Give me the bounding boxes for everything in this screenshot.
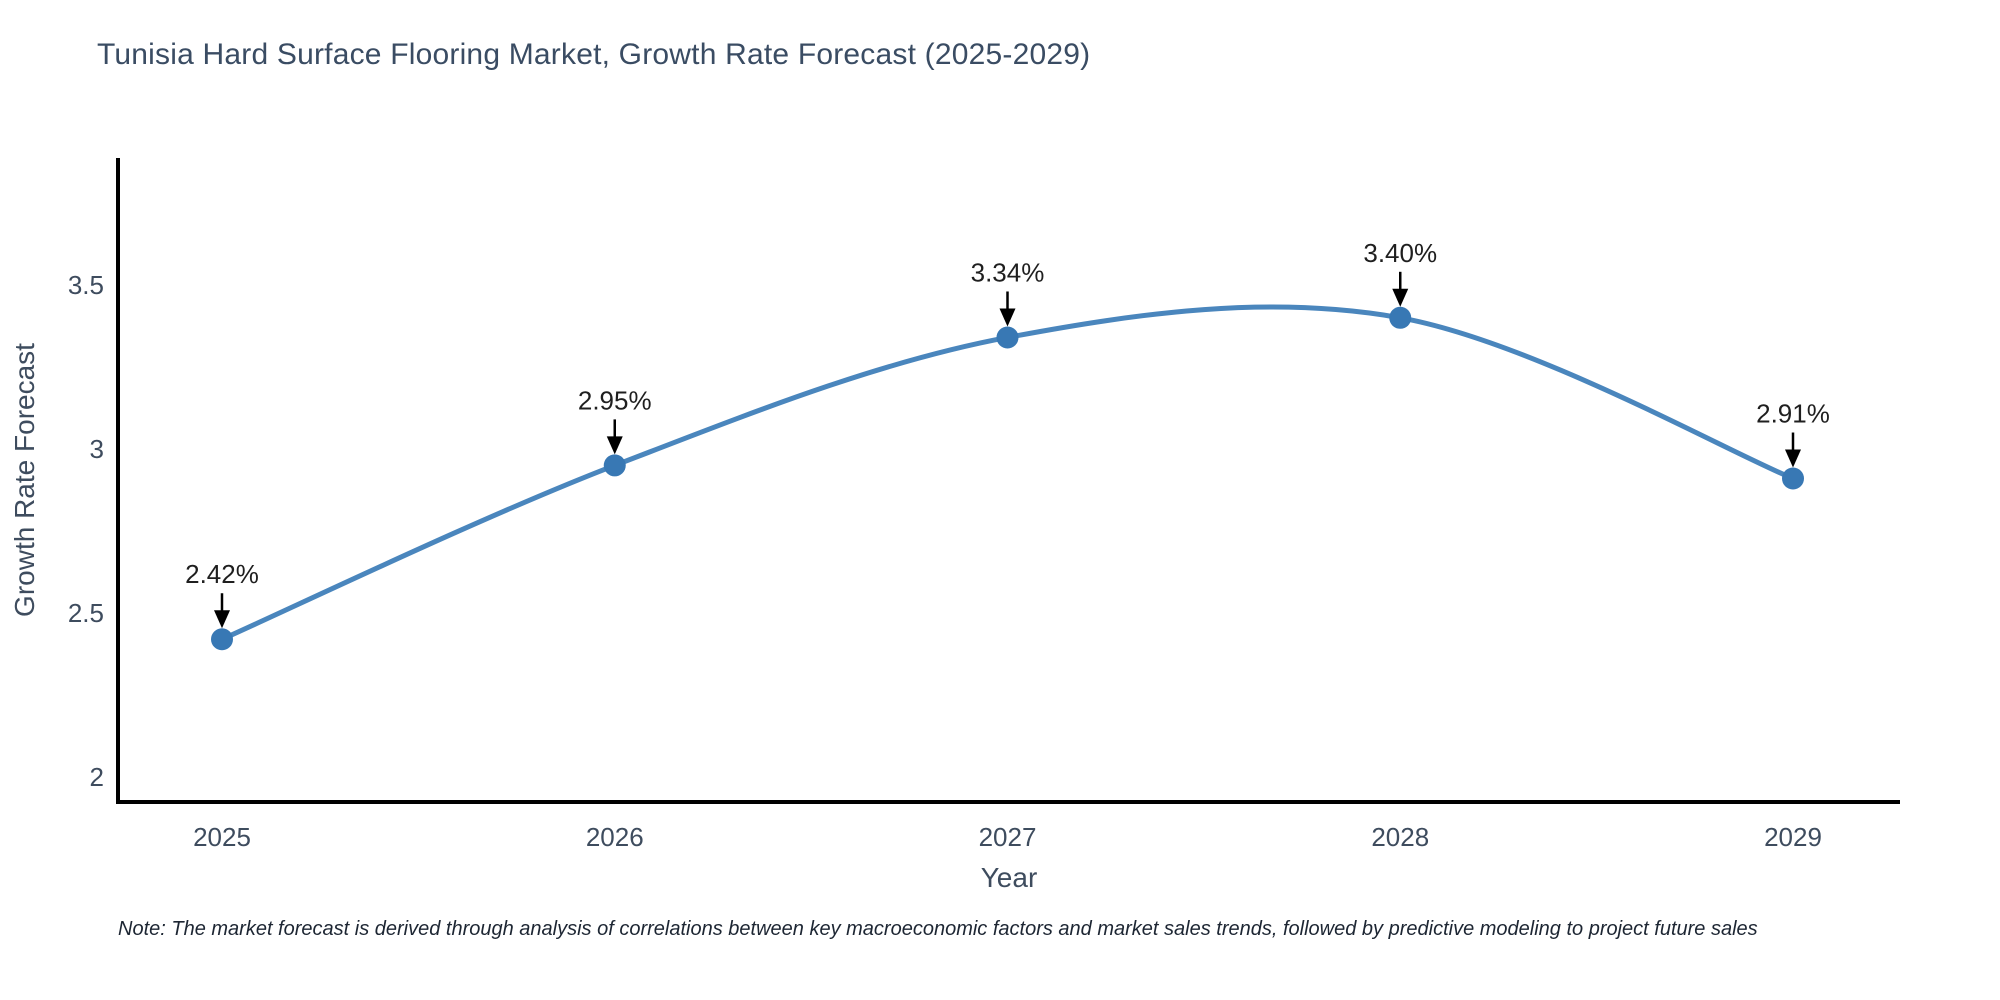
data-point-annotation: 2.91% — [1756, 399, 1830, 429]
x-tick-label: 2028 — [1371, 822, 1429, 852]
x-tick-label: 2026 — [586, 822, 644, 852]
annotation-arrowhead — [606, 436, 623, 455]
annotation-arrowhead — [999, 308, 1016, 327]
chart-footnote: Note: The market forecast is derived thr… — [118, 918, 1758, 940]
line-series — [211, 304, 1804, 651]
x-tick-label: 2025 — [193, 822, 251, 852]
series-line — [219, 304, 1796, 642]
data-point-marker — [211, 628, 233, 651]
annotation-arrowhead — [1785, 449, 1801, 468]
data-point-marker — [1389, 306, 1412, 329]
data-point-annotation: 2.95% — [578, 385, 652, 415]
x-tick-label: 2029 — [1764, 822, 1822, 852]
x-axis-title: Year — [981, 862, 1038, 893]
data-point-annotation: 2.42% — [185, 559, 259, 589]
y-tick-label: 3.5 — [68, 270, 104, 300]
y-axis-title: Growth Rate Forecast — [9, 343, 40, 617]
data-point-marker — [1782, 467, 1804, 490]
data-point-annotation: 3.40% — [1363, 238, 1437, 268]
annotations-layer: 2.42% 2.95% 3.34% 3.40% 2.91% — [185, 238, 1830, 629]
x-tick-label: 2027 — [979, 822, 1037, 852]
y-tick-label: 2.5 — [68, 598, 104, 628]
data-point-annotation: 3.34% — [971, 257, 1045, 287]
y-tick-label: 3 — [90, 434, 104, 464]
annotation-arrowhead — [214, 610, 230, 629]
chart-title: Tunisia Hard Surface Flooring Market, Gr… — [97, 38, 1091, 71]
annotation-arrowhead — [1392, 288, 1409, 307]
data-point-marker — [996, 326, 1019, 349]
data-point-marker — [603, 454, 626, 477]
axes-layer: 3.5 3 2.5 2 2025 2026 2027 2028 2029 — [68, 158, 1900, 852]
axis-lines — [116, 158, 1900, 804]
y-tick-label: 2 — [90, 762, 104, 792]
